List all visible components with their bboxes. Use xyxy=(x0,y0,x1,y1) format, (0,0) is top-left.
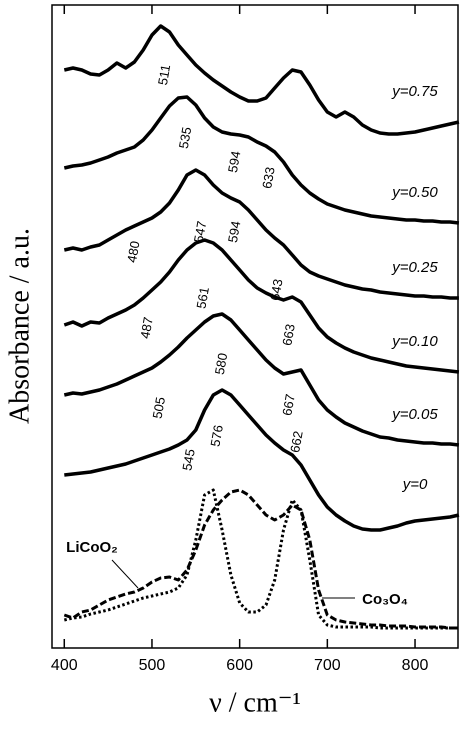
series-label: y=0.25 xyxy=(391,259,438,276)
peak-label: 480 xyxy=(124,240,143,264)
peak-label: 561 xyxy=(193,286,212,310)
peak-label: 545 xyxy=(179,448,198,472)
peak-label: 535 xyxy=(176,126,195,150)
peak-label: 505 xyxy=(150,396,169,420)
series-label: Co₃O₄ xyxy=(362,591,408,608)
peak-label: 487 xyxy=(137,316,156,340)
x-tick-label: 800 xyxy=(402,657,429,674)
peak-label: 576 xyxy=(207,424,226,448)
x-axis-label: ν / cm⁻¹ xyxy=(209,687,301,718)
spectrum-line xyxy=(64,388,460,532)
series-label: y=0.75 xyxy=(391,83,438,100)
peak-label: 511 xyxy=(155,63,173,86)
peak-label: 667 xyxy=(279,393,298,417)
peak-label: 662 xyxy=(287,430,306,454)
peak-label: 547 xyxy=(191,220,210,244)
x-tick-label: 600 xyxy=(226,657,253,674)
spectrum-line xyxy=(63,488,459,630)
peak-label: 594 xyxy=(225,150,244,174)
x-tick-label: 700 xyxy=(314,657,341,674)
series-label: y=0 xyxy=(402,476,428,493)
y-axis-label: Absorbance / a.u. xyxy=(4,228,35,424)
series-label: y=0.10 xyxy=(391,333,438,350)
x-tick-label: 400 xyxy=(51,657,78,674)
plot-frame xyxy=(51,4,459,649)
spectrum-line xyxy=(63,312,460,447)
series-label: y=0.05 xyxy=(391,406,438,423)
spectrum-line xyxy=(63,238,460,374)
spectrum-line xyxy=(63,168,459,300)
leader-line xyxy=(111,559,139,589)
spectrum-line xyxy=(63,95,460,225)
x-tick-label: 500 xyxy=(139,657,166,674)
peak-label: 594 xyxy=(225,220,244,244)
spectrum-line xyxy=(63,24,460,136)
peak-label: 633 xyxy=(259,166,278,190)
series-label: LiCoO₂ xyxy=(66,539,118,556)
peak-label: 643 xyxy=(267,278,286,302)
peak-label: 663 xyxy=(279,323,298,347)
series-label: y=0.50 xyxy=(391,184,438,201)
peak-label: 580 xyxy=(212,352,231,376)
